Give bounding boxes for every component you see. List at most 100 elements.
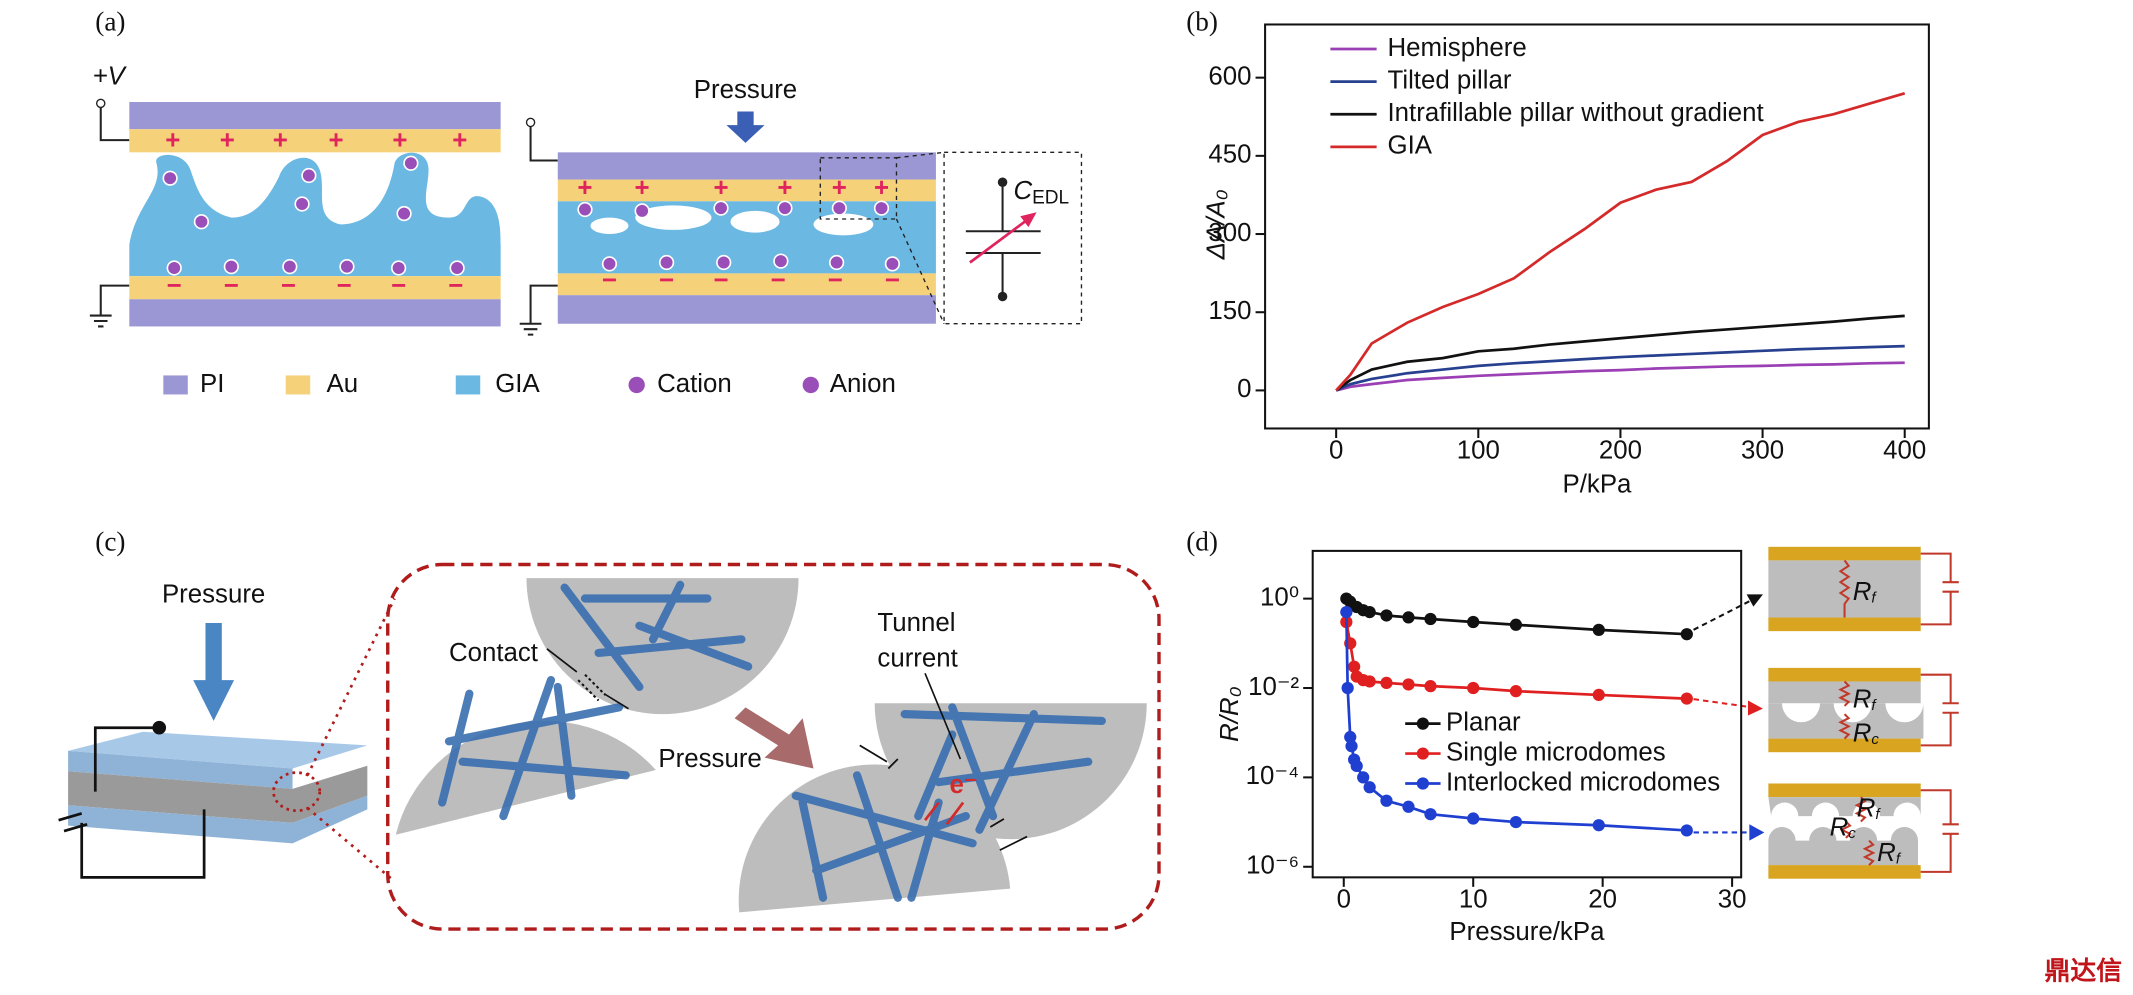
data-point — [1348, 660, 1361, 673]
y-tick-label: 10⁻⁴ — [1246, 762, 1299, 790]
pressure-label: Pressure — [658, 745, 761, 773]
data-point — [1592, 819, 1605, 832]
svg-text:−: − — [828, 266, 843, 294]
data-point — [1509, 618, 1523, 631]
y-tick-label: 450 — [1208, 141, 1251, 169]
pressure-label: Pressure — [162, 581, 265, 609]
svg-text:+: + — [777, 174, 792, 202]
x-tick-label: 300 — [1741, 436, 1784, 464]
resistor-label: Rc — [1853, 719, 1880, 748]
contact-label: Contact — [449, 639, 538, 667]
plot-frame — [1311, 549, 1743, 879]
legend-label: Planar — [1446, 708, 1521, 736]
diagram-d: Rf Rf Rc Rf Rc Rf — [1693, 546, 1959, 879]
y-tick-label: 300 — [1208, 219, 1251, 247]
panel-label: (d) — [1186, 526, 1218, 556]
legend-marker — [1416, 717, 1429, 730]
data-point — [1380, 676, 1393, 690]
svg-text:+: + — [220, 126, 235, 154]
svg-text:+: + — [577, 174, 592, 202]
svg-text:+: + — [635, 174, 650, 202]
data-point — [1680, 824, 1693, 837]
y-tick-label: 10⁰ — [1260, 583, 1299, 611]
legend-label: Tilted pillar — [1388, 66, 1512, 94]
svg-text:−: − — [281, 272, 296, 300]
data-point — [1380, 794, 1393, 807]
svg-text:+: + — [452, 126, 467, 154]
electron-label: e⁻ — [950, 771, 978, 799]
resistor-subscript: f — [1871, 697, 1877, 714]
series-line — [1335, 91, 1906, 392]
resistor-label: Rf — [1853, 685, 1878, 714]
resistor-label: Rf — [1853, 578, 1878, 607]
pressure-label: Pressure — [694, 76, 797, 104]
svg-text:+: + — [273, 126, 288, 154]
data-point — [1680, 628, 1693, 641]
series-line — [1335, 344, 1905, 392]
resistor-symbol: R — [1853, 578, 1872, 606]
diagram-a: +V + + + + + + − − − − − − + + + + + + − − − − − − Pressure … — [89, 62, 1083, 398]
y-axis-label: ΔA/A₀ — [1202, 189, 1230, 260]
y-tick-label: 150 — [1208, 297, 1251, 325]
svg-text:−: − — [659, 266, 674, 294]
svg-text:−: − — [713, 266, 728, 294]
panel-label: (b) — [1186, 7, 1218, 37]
svg-text:−: − — [602, 266, 617, 294]
svg-text:−: − — [337, 272, 352, 300]
data-point — [1344, 730, 1357, 744]
y-tick-label: 10⁻² — [1248, 673, 1299, 701]
data-point — [1592, 688, 1605, 702]
data-point — [1592, 623, 1605, 636]
svg-text:−: − — [224, 272, 239, 300]
data-point — [1467, 812, 1480, 825]
legend-label: Interlocked microdomes — [1446, 768, 1720, 796]
x-tick-label: 20 — [1588, 885, 1617, 913]
legend-label: Single microdomes — [1446, 738, 1666, 766]
series-line — [1335, 314, 1905, 392]
data-point — [1424, 680, 1437, 693]
panel-label: (a) — [95, 7, 125, 37]
legend-label: Anion — [830, 370, 896, 398]
legend-label: Intrafillable pillar without gradient — [1388, 99, 1764, 127]
x-tick-label: 10 — [1459, 885, 1488, 913]
svg-text:−: − — [448, 272, 463, 300]
data-point — [1341, 681, 1354, 695]
diagram-c: Pressure Contact Pressure Tunnel current… — [58, 562, 1161, 931]
data-point — [1380, 609, 1393, 622]
y-tick-label: 600 — [1208, 62, 1251, 90]
legend-label: Hemisphere — [1388, 34, 1527, 62]
svg-text:+: + — [832, 174, 847, 202]
data-point — [1424, 612, 1437, 626]
resistor-subscript: f — [1896, 851, 1902, 868]
data-point — [1509, 815, 1523, 829]
plot-frame — [1264, 23, 1930, 430]
x-tick-label: 0 — [1329, 436, 1343, 464]
data-point — [1363, 675, 1376, 688]
y-tick-label: 10⁻⁶ — [1246, 852, 1299, 880]
resistor-subscript: f — [1875, 806, 1881, 823]
resistor-label: Rf — [1877, 839, 1902, 868]
tunnel-label: Tunnel — [877, 609, 955, 637]
x-tick-label: 200 — [1599, 436, 1642, 464]
svg-text:−: − — [885, 266, 900, 294]
svg-text:+: + — [874, 174, 889, 202]
legend-label: GIA — [1388, 132, 1433, 160]
resistor-label: Rf — [1857, 794, 1882, 823]
watermark: 鼎达信 — [2045, 956, 2122, 985]
resistor-symbol: R — [1857, 794, 1876, 822]
series-line — [1335, 361, 1905, 392]
capacitor-subscript: EDL — [1032, 188, 1069, 209]
svg-text:−: − — [167, 272, 182, 300]
x-axis-label: P/kPa — [1563, 470, 1633, 498]
x-tick-label: 100 — [1457, 436, 1500, 464]
resistor-symbol: R — [1830, 813, 1849, 841]
legend-marker — [1416, 747, 1429, 760]
resistor-subscript: c — [1871, 731, 1879, 748]
resistor-subscript: c — [1848, 825, 1856, 842]
legend-label: PI — [200, 370, 224, 398]
x-tick-label: 0 — [1337, 885, 1351, 913]
resistor-symbol: R — [1853, 719, 1872, 747]
data-point — [1357, 771, 1370, 784]
